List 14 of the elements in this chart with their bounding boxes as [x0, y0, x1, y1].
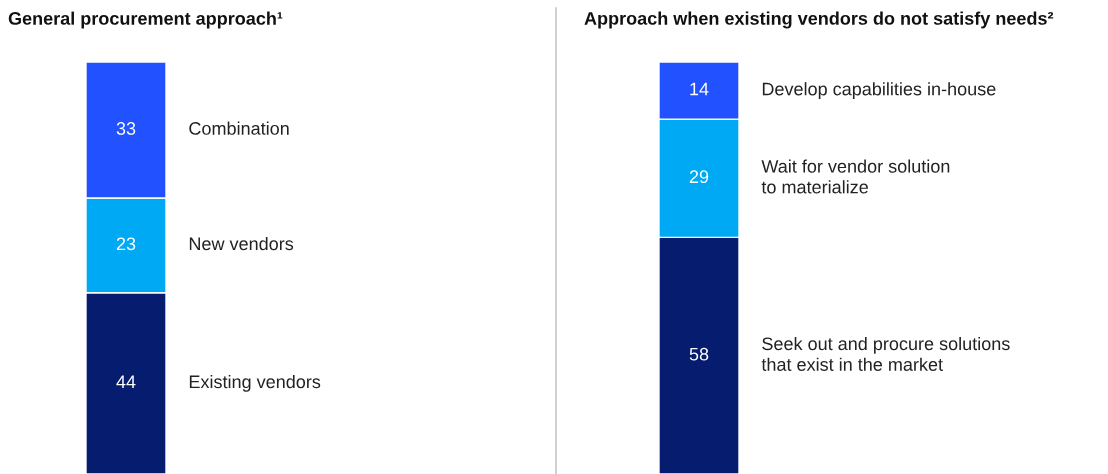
series-label: Seek out and procure solutions that exist in the market	[761, 336, 1010, 371]
series-label: Develop capabilities in-house	[762, 82, 996, 99]
data-label: 14	[690, 82, 709, 96]
series-label: Combination	[189, 121, 289, 135]
series-label: New vendors	[189, 236, 294, 251]
series-label: Wait for vendor solution to materialize	[761, 159, 950, 194]
data-label: 44	[116, 375, 136, 389]
data-label: 29	[689, 170, 709, 184]
text: Approach when existing vendors do not satisfy needs²	[584, 11, 1054, 29]
chart-title: General procurement approach¹	[8, 11, 283, 29]
series-label: Existing vendors	[189, 374, 321, 392]
data-label: 23	[116, 237, 136, 251]
data-label: 58	[689, 347, 709, 361]
data-label: 33	[116, 122, 136, 135]
